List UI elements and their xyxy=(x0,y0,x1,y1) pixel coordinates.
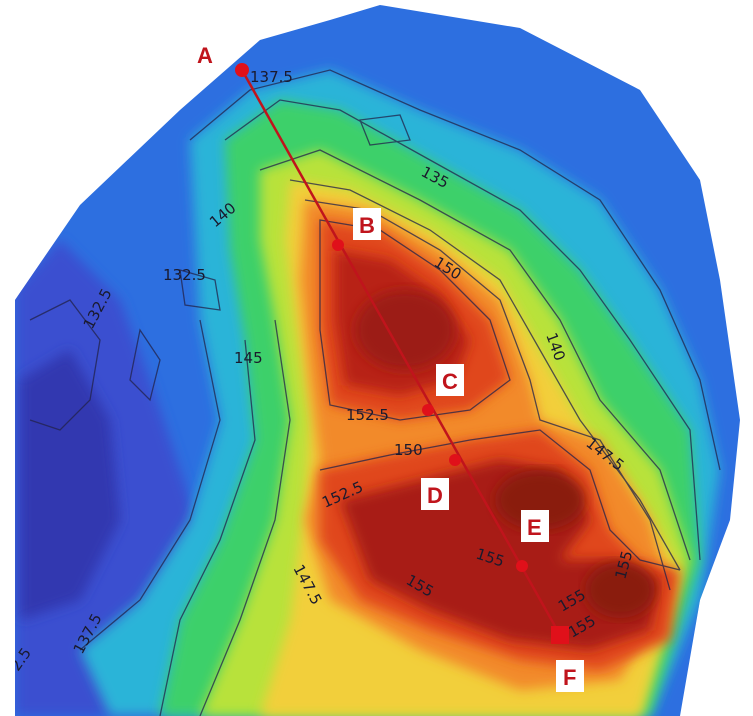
point-label-a: A xyxy=(197,43,213,68)
contour-lines xyxy=(29,69,721,716)
point-marker-c xyxy=(422,404,434,416)
contour-label: 152.5 xyxy=(346,406,389,424)
point-label-b-text: B xyxy=(359,213,375,238)
point-label-e: E xyxy=(521,510,549,542)
point-marker-f xyxy=(551,626,569,644)
point-marker-a xyxy=(235,63,249,77)
point-label-d-text: D xyxy=(427,483,443,508)
contour-label: 145 xyxy=(234,349,263,367)
point-label-c-text: C xyxy=(442,369,458,394)
point-label-b: B xyxy=(353,208,381,240)
point-marker-d xyxy=(449,454,461,466)
point-label-c: C xyxy=(436,364,464,396)
contour-label: 137.5 xyxy=(250,68,293,86)
profile-line xyxy=(240,69,562,636)
contour-label: 150 xyxy=(394,441,423,459)
point-label-e-text: E xyxy=(527,515,542,540)
point-label-d: D xyxy=(421,478,449,510)
point-label-f-text: F xyxy=(563,665,576,690)
point-marker-e xyxy=(516,560,528,572)
point-label-f: F xyxy=(556,660,584,692)
point-marker-b xyxy=(332,239,344,251)
contour-label: 132.5 xyxy=(163,266,206,284)
